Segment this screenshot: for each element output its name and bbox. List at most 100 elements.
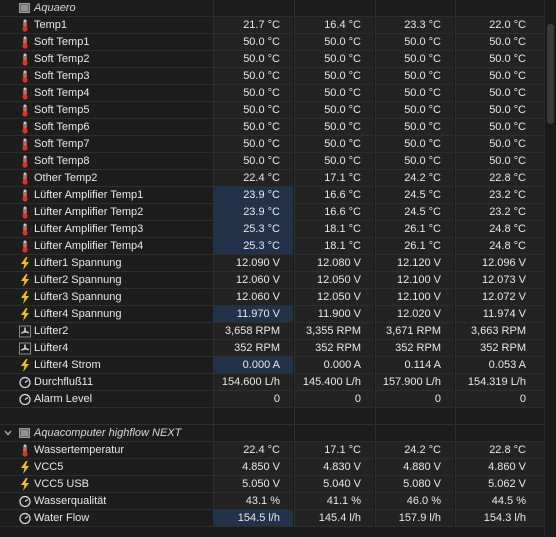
sensor-label: Soft Temp6 — [34, 121, 90, 133]
minimum-value: 12.080 V — [316, 257, 361, 269]
average-value: 0.053 A — [488, 359, 526, 371]
minimum-value: 50.0 °C — [324, 138, 361, 150]
minimum-value: 50.0 °C — [324, 36, 361, 48]
sensor-label: Lüfter Amplifier Temp1 — [34, 189, 144, 201]
current-value: 50.0 °C — [243, 121, 280, 133]
sensor-row[interactable]: Soft Temp4 50.0 °C 50.0 °C 50.0 °C 50.0 °C — [0, 85, 556, 102]
minimum-value: 11.900 V — [317, 308, 361, 320]
minimum-value: 50.0 °C — [324, 70, 361, 82]
thermometer-icon — [19, 87, 31, 100]
average-value: 50.0 °C — [489, 104, 526, 116]
maximum-value: 5.080 V — [403, 478, 441, 490]
sensor-row[interactable]: Lüfter4 352 RPM 352 RPM 352 RPM 352 RPM — [0, 340, 556, 357]
average-value: 12.073 V — [481, 274, 526, 286]
sensor-label: Lüfter4 Spannung — [34, 308, 122, 320]
minimum-value: 3,355 RPM — [305, 325, 361, 337]
sensor-row[interactable]: Lüfter Amplifier Temp4 25.3 °C 18.1 °C 26.1… — [0, 238, 556, 255]
lightning-icon — [19, 359, 31, 372]
current-value: 4.850 V — [242, 461, 280, 473]
average-value: 44.5 % — [491, 495, 526, 507]
sensor-row[interactable]: Lüfter4 Spannung 11.970 V 11.900 V 12.020 V… — [0, 306, 556, 323]
group-header[interactable]: Aquaero — [0, 0, 556, 17]
sensor-row[interactable]: Wasserqualität 43.1 % 41.1 % 46.0 % 44.5 % — [0, 493, 556, 510]
average-value: 50.0 °C — [489, 53, 526, 65]
sensor-label: Soft Temp3 — [34, 70, 90, 82]
fan-icon — [19, 325, 31, 338]
sensor-label: Lüfter1 Spannung — [34, 257, 122, 269]
group-title: Aquacomputer highflow NEXT — [34, 427, 182, 439]
sensor-row[interactable]: Soft Temp6 50.0 °C 50.0 °C 50.0 °C 50.0 °C — [0, 119, 556, 136]
sensor-row[interactable]: Soft Temp7 50.0 °C 50.0 °C 50.0 °C 50.0 °C — [0, 136, 556, 153]
current-value: 352 RPM — [234, 342, 280, 354]
current-value: 50.0 °C — [243, 70, 280, 82]
sensor-label: Alarm Level — [34, 393, 93, 405]
minimum-value: 18.1 °C — [324, 240, 361, 252]
average-value: 50.0 °C — [489, 36, 526, 48]
maximum-value: 24.2 °C — [404, 172, 441, 184]
vertical-scrollbar[interactable] — [544, 0, 556, 537]
maximum-value: 50.0 °C — [404, 36, 441, 48]
average-value: 352 RPM — [480, 342, 526, 354]
minimum-value: 50.0 °C — [324, 104, 361, 116]
maximum-value: 157.900 L/h — [382, 376, 441, 388]
current-value: 22.4 °C — [243, 444, 280, 456]
sensor-label: Lüfter Amplifier Temp2 — [34, 206, 144, 218]
current-value: 0 — [273, 393, 280, 405]
sensor-row[interactable]: Lüfter4 Strom 0.000 A 0.000 A 0.114 A 0.053 … — [0, 357, 556, 374]
sensor-row[interactable]: Alarm Level 0 0 0 0 — [0, 391, 556, 408]
sensor-label: Water Flow — [34, 512, 90, 524]
sensor-row[interactable]: Lüfter2 3,658 RPM 3,355 RPM 3,671 RPM 3,663 … — [0, 323, 556, 340]
average-value: 24.8 °C — [489, 240, 526, 252]
minimum-value: 0.000 A — [323, 359, 361, 371]
minimum-value: 12.050 V — [316, 291, 361, 303]
group-header[interactable]: Aquacomputer highflow NEXT — [0, 425, 556, 442]
sensor-row[interactable]: Lüfter3 Spannung 12.060 V 12.050 V 12.100 V… — [0, 289, 556, 306]
average-value: 154.319 L/h — [467, 376, 526, 388]
maximum-value: 12.120 V — [396, 257, 441, 269]
sensor-row[interactable]: Other Temp2 22.4 °C 17.1 °C 24.2 °C 22.8 °C — [0, 170, 556, 187]
sensor-row[interactable]: Soft Temp2 50.0 °C 50.0 °C 50.0 °C 50.0 °C — [0, 51, 556, 68]
minimum-value: 50.0 °C — [324, 87, 361, 99]
sensor-row[interactable]: Lüfter2 Spannung 12.060 V 12.050 V 12.100 V… — [0, 272, 556, 289]
maximum-value: 4.880 V — [403, 461, 441, 473]
current-value: 12.060 V — [235, 291, 280, 303]
sensor-label: Lüfter4 Strom — [34, 359, 101, 371]
average-value: 24.8 °C — [489, 223, 526, 235]
sensor-label: Lüfter3 Spannung — [34, 291, 122, 303]
sensor-row[interactable]: Water Flow 154.5 l/h 145.4 l/h 157.9 l/h 154… — [0, 510, 556, 527]
thermometer-icon — [19, 189, 31, 202]
average-value: 3,663 RPM — [470, 325, 526, 337]
thermometer-icon — [19, 172, 31, 185]
maximum-value: 50.0 °C — [404, 70, 441, 82]
sensor-row[interactable]: Lüfter Amplifier Temp2 23.9 °C 16.6 °C 24.5… — [0, 204, 556, 221]
average-value: 50.0 °C — [489, 121, 526, 133]
sensor-row[interactable]: Lüfter Amplifier Temp1 23.9 °C 16.6 °C 24.5… — [0, 187, 556, 204]
sensor-row[interactable]: Temp1 21.7 °C 16.4 °C 23.3 °C 22.0 °C — [0, 17, 556, 34]
sensor-label: Soft Temp8 — [34, 155, 90, 167]
current-value: 12.090 V — [235, 257, 280, 269]
current-value: 43.1 % — [245, 495, 280, 507]
average-value: 23.2 °C — [489, 189, 526, 201]
sensor-row[interactable]: Lüfter1 Spannung 12.090 V 12.080 V 12.120 V… — [0, 255, 556, 272]
sensor-row[interactable]: VCC5 4.850 V 4.830 V 4.880 V 4.860 V — [0, 459, 556, 476]
maximum-value: 3,671 RPM — [385, 325, 441, 337]
sensor-row[interactable]: Soft Temp5 50.0 °C 50.0 °C 50.0 °C 50.0 °C — [0, 102, 556, 119]
sensor-row[interactable]: Wassertemperatur 22.4 °C 17.1 °C 24.2 °C 22.… — [0, 442, 556, 459]
scrollbar-thumb[interactable] — [547, 24, 554, 124]
sensor-row[interactable]: Soft Temp1 50.0 °C 50.0 °C 50.0 °C 50.0 °C — [0, 34, 556, 51]
average-value: 5.062 V — [488, 478, 526, 490]
sensor-row[interactable]: Lüfter Amplifier Temp3 25.3 °C 18.1 °C 26.1… — [0, 221, 556, 238]
sensor-row[interactable]: Soft Temp8 50.0 °C 50.0 °C 50.0 °C 50.0 °C — [0, 153, 556, 170]
current-value: 3,658 RPM — [224, 325, 280, 337]
minimum-value: 17.1 °C — [324, 444, 361, 456]
minimum-value: 50.0 °C — [324, 53, 361, 65]
sensor-row[interactable]: VCC5 USB 5.050 V 5.040 V 5.080 V 5.062 V — [0, 476, 556, 493]
average-value: 22.0 °C — [489, 19, 526, 31]
collapse-chevron-icon[interactable] — [4, 429, 12, 437]
minimum-value: 16.4 °C — [324, 19, 361, 31]
maximum-value: 50.0 °C — [404, 155, 441, 167]
minimum-value: 5.040 V — [323, 478, 361, 490]
sensor-row[interactable]: Durchfluß11 154.600 L/h 145.400 L/h 157.900… — [0, 374, 556, 391]
sensor-row[interactable]: Soft Temp3 50.0 °C 50.0 °C 50.0 °C 50.0 °C — [0, 68, 556, 85]
